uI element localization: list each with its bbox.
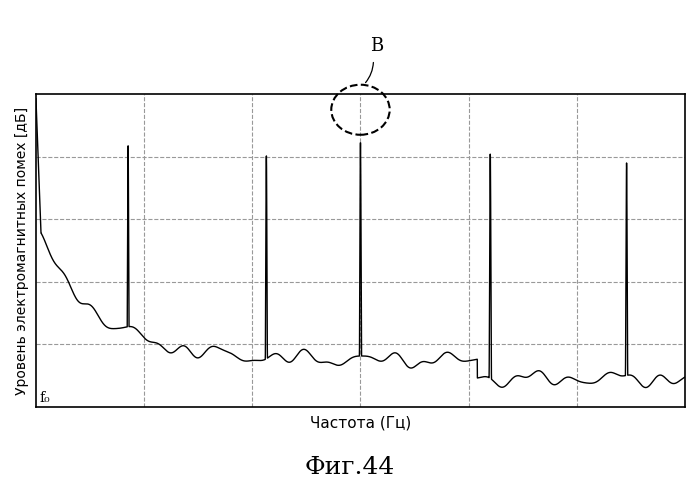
X-axis label: Частота (Гц): Частота (Гц) bbox=[310, 415, 411, 430]
Text: B: B bbox=[370, 37, 384, 55]
Text: Фиг.44: Фиг.44 bbox=[305, 456, 395, 479]
Y-axis label: Уровень электромагнитных помех [дБ]: Уровень электромагнитных помех [дБ] bbox=[15, 106, 29, 394]
Text: f₀: f₀ bbox=[39, 392, 50, 406]
